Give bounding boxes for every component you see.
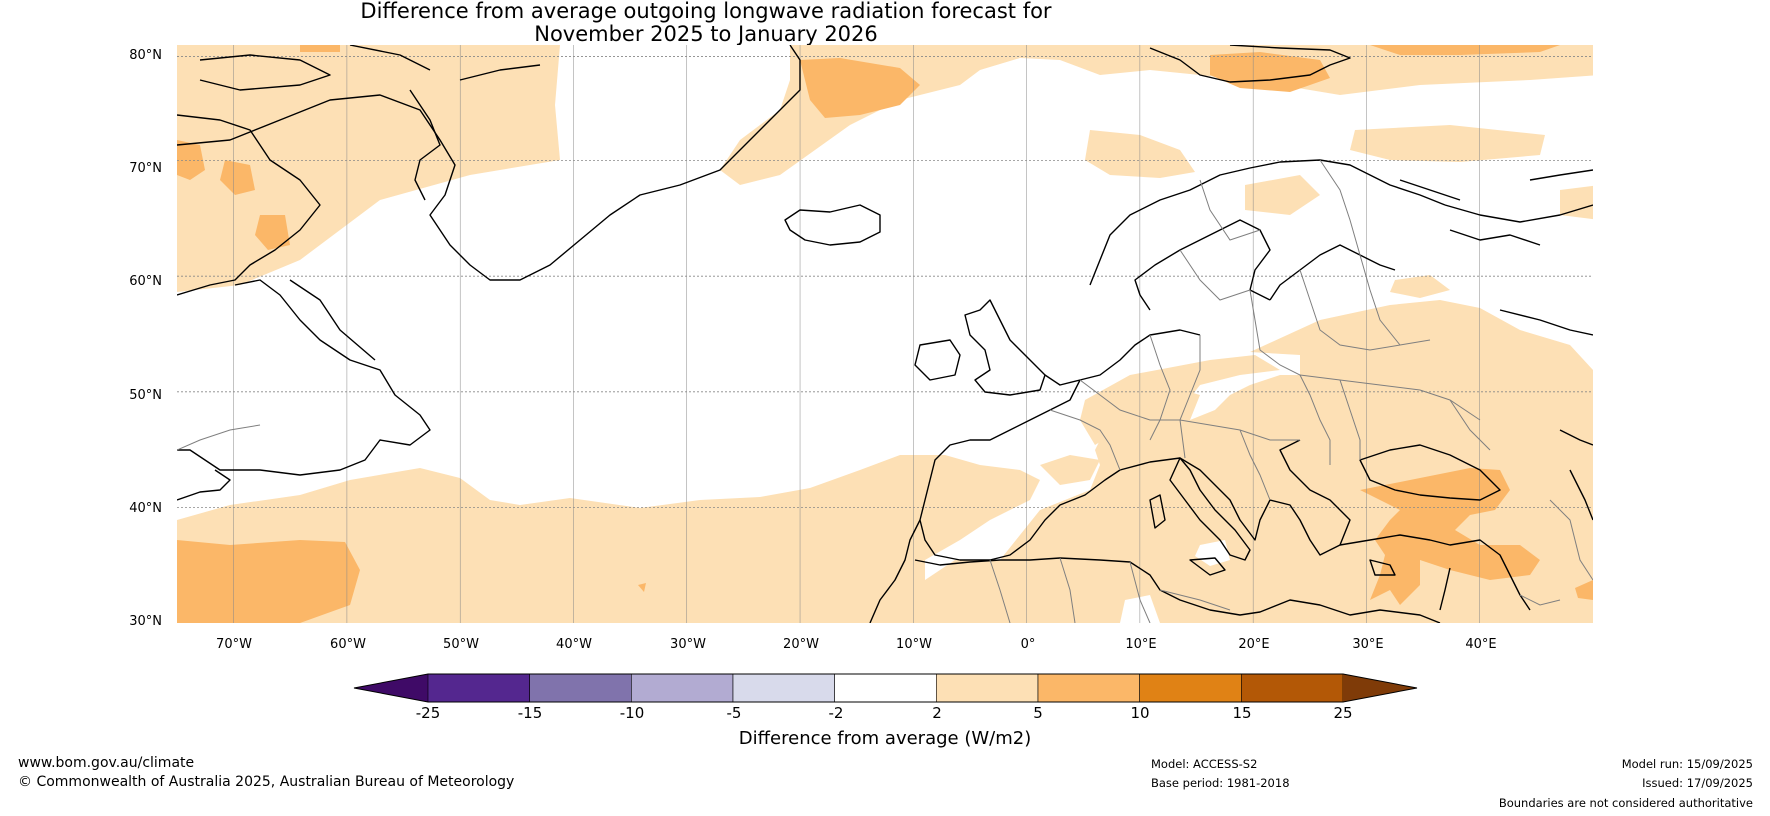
colorbar-swatch <box>529 673 632 703</box>
model-text: Model: ACCESS-S2 <box>1151 757 1258 771</box>
website-text: www.bom.gov.au/climate <box>18 755 195 771</box>
colorbar-swatch <box>1037 673 1140 703</box>
colorbar-swatch <box>732 673 835 703</box>
colorbar-tick: -5 <box>726 704 742 722</box>
model-run-text: Model run: 15/09/2025 <box>1621 757 1753 771</box>
map-title-line-1: Difference from average outgoing longwav… <box>360 0 1052 23</box>
colorbar-tick: -2 <box>828 704 844 722</box>
coastlines <box>177 45 1593 623</box>
lon-label-10e: 10°E <box>1125 637 1157 652</box>
colorbar-swatch <box>631 673 734 703</box>
country-borders <box>177 159 1593 623</box>
colorbar <box>353 673 1418 703</box>
lon-label-70w: 70°W <box>216 637 252 652</box>
colorbar-tick: -25 <box>415 704 441 722</box>
colorbar-extend-high <box>1343 674 1417 702</box>
colorbar-extend-low <box>354 674 428 702</box>
colorbar-swatch <box>936 673 1039 703</box>
disclaimer-text: Boundaries are not considered authoritat… <box>1498 796 1753 810</box>
colorbar-tick: 2 <box>932 704 942 722</box>
colorbar-tick: -10 <box>619 704 645 722</box>
lon-label-40e: 40°E <box>1465 637 1497 652</box>
colorbar-swatch <box>1139 673 1242 703</box>
lon-label-20w: 20°W <box>783 637 819 652</box>
map-title-line-2: November 2025 to January 2026 <box>534 22 878 46</box>
lat-label-50n: 50°N <box>129 388 162 403</box>
lon-label-60w: 60°W <box>330 637 366 652</box>
colorbar-swatch <box>427 673 530 703</box>
map-title: Difference from average outgoing longwav… <box>0 0 1412 46</box>
colorbar-tick: 5 <box>1033 704 1043 722</box>
lon-label-40w: 40°W <box>556 637 592 652</box>
lat-label-30n: 30°N <box>129 614 162 629</box>
colorbar-outline <box>353 673 1418 703</box>
lon-label-30e: 30°E <box>1352 637 1384 652</box>
lat-label-60n: 60°N <box>129 274 162 289</box>
copyright-text: © Commonwealth of Australia 2025, Austra… <box>18 774 515 790</box>
colorbar-tick: 25 <box>1333 704 1353 722</box>
colorbar-title: Difference from average (W/m2) <box>738 728 1032 749</box>
lon-label-20e: 20°E <box>1238 637 1270 652</box>
anomaly-regions-5-to-10 <box>177 45 1593 623</box>
lat-label-40n: 40°N <box>129 501 162 516</box>
lat-label-80n: 80°N <box>129 48 162 63</box>
base-period-text: Base period: 1981-2018 <box>1151 776 1290 790</box>
graticule <box>177 45 1593 623</box>
issued-text: Issued: 17/09/2025 <box>1642 776 1753 790</box>
colorbar-swatch <box>834 673 937 703</box>
lon-label-0: 0° <box>1020 637 1036 652</box>
lon-label-50w: 50°W <box>443 637 479 652</box>
colorbar-swatch <box>1241 673 1344 703</box>
colorbar-tick: 15 <box>1232 704 1252 722</box>
lat-label-70n: 70°N <box>129 161 162 176</box>
lon-label-30w: 30°W <box>670 637 706 652</box>
colorbar-tick: -15 <box>517 704 543 722</box>
colorbar-tick: 10 <box>1130 704 1150 722</box>
lon-label-10w: 10°W <box>896 637 932 652</box>
